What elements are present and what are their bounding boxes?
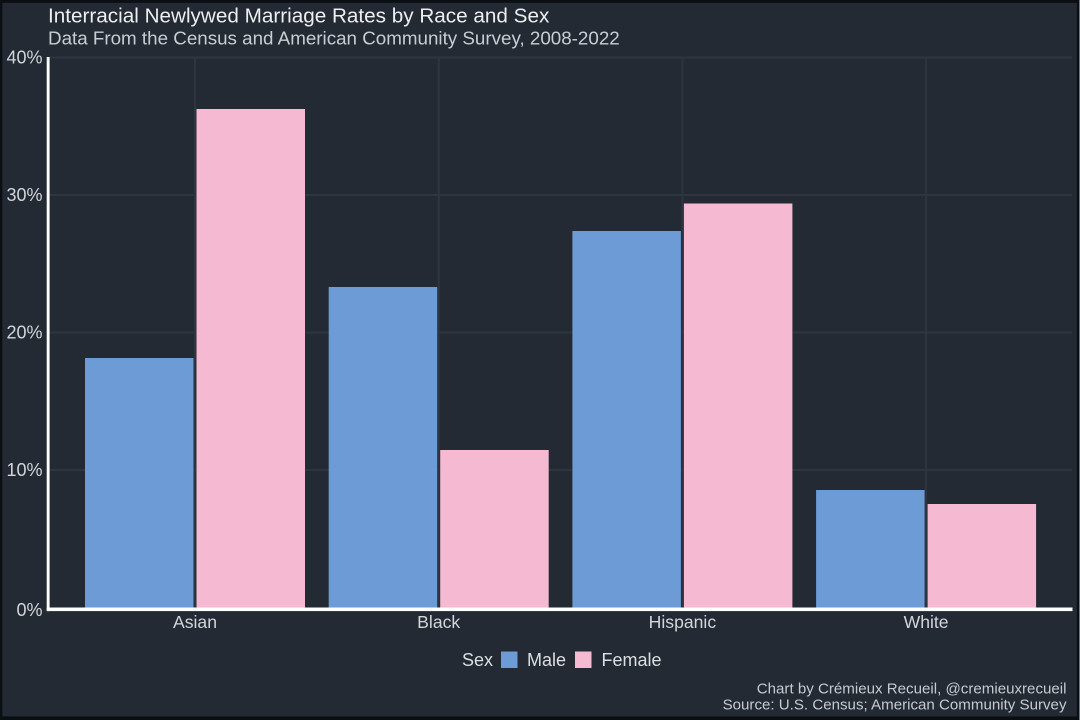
svg-text:Chart by Crémieux Recueil, @cr: Chart by Crémieux Recueil, @cremieuxrecu… — [757, 681, 1067, 698]
svg-text:Asian: Asian — [173, 612, 217, 632]
svg-text:Interracial Newlywed Marriage: Interracial Newlywed Marriage Rates by R… — [48, 5, 550, 28]
svg-text:Female: Female — [602, 650, 662, 670]
svg-text:Source: U.S. Census; American: Source: U.S. Census; American Community … — [723, 697, 1067, 714]
svg-text:40%: 40% — [6, 48, 42, 68]
svg-text:Data From the Census and Ameri: Data From the Census and American Commun… — [48, 28, 620, 49]
svg-text:White: White — [904, 612, 949, 632]
svg-text:Male: Male — [527, 650, 566, 670]
svg-text:Sex: Sex — [462, 650, 493, 670]
svg-text:Black: Black — [417, 612, 460, 632]
svg-text:0%: 0% — [16, 600, 42, 620]
svg-text:20%: 20% — [6, 323, 42, 343]
svg-text:Hispanic: Hispanic — [649, 612, 717, 632]
svg-text:10%: 10% — [6, 460, 42, 480]
svg-text:30%: 30% — [6, 185, 42, 205]
